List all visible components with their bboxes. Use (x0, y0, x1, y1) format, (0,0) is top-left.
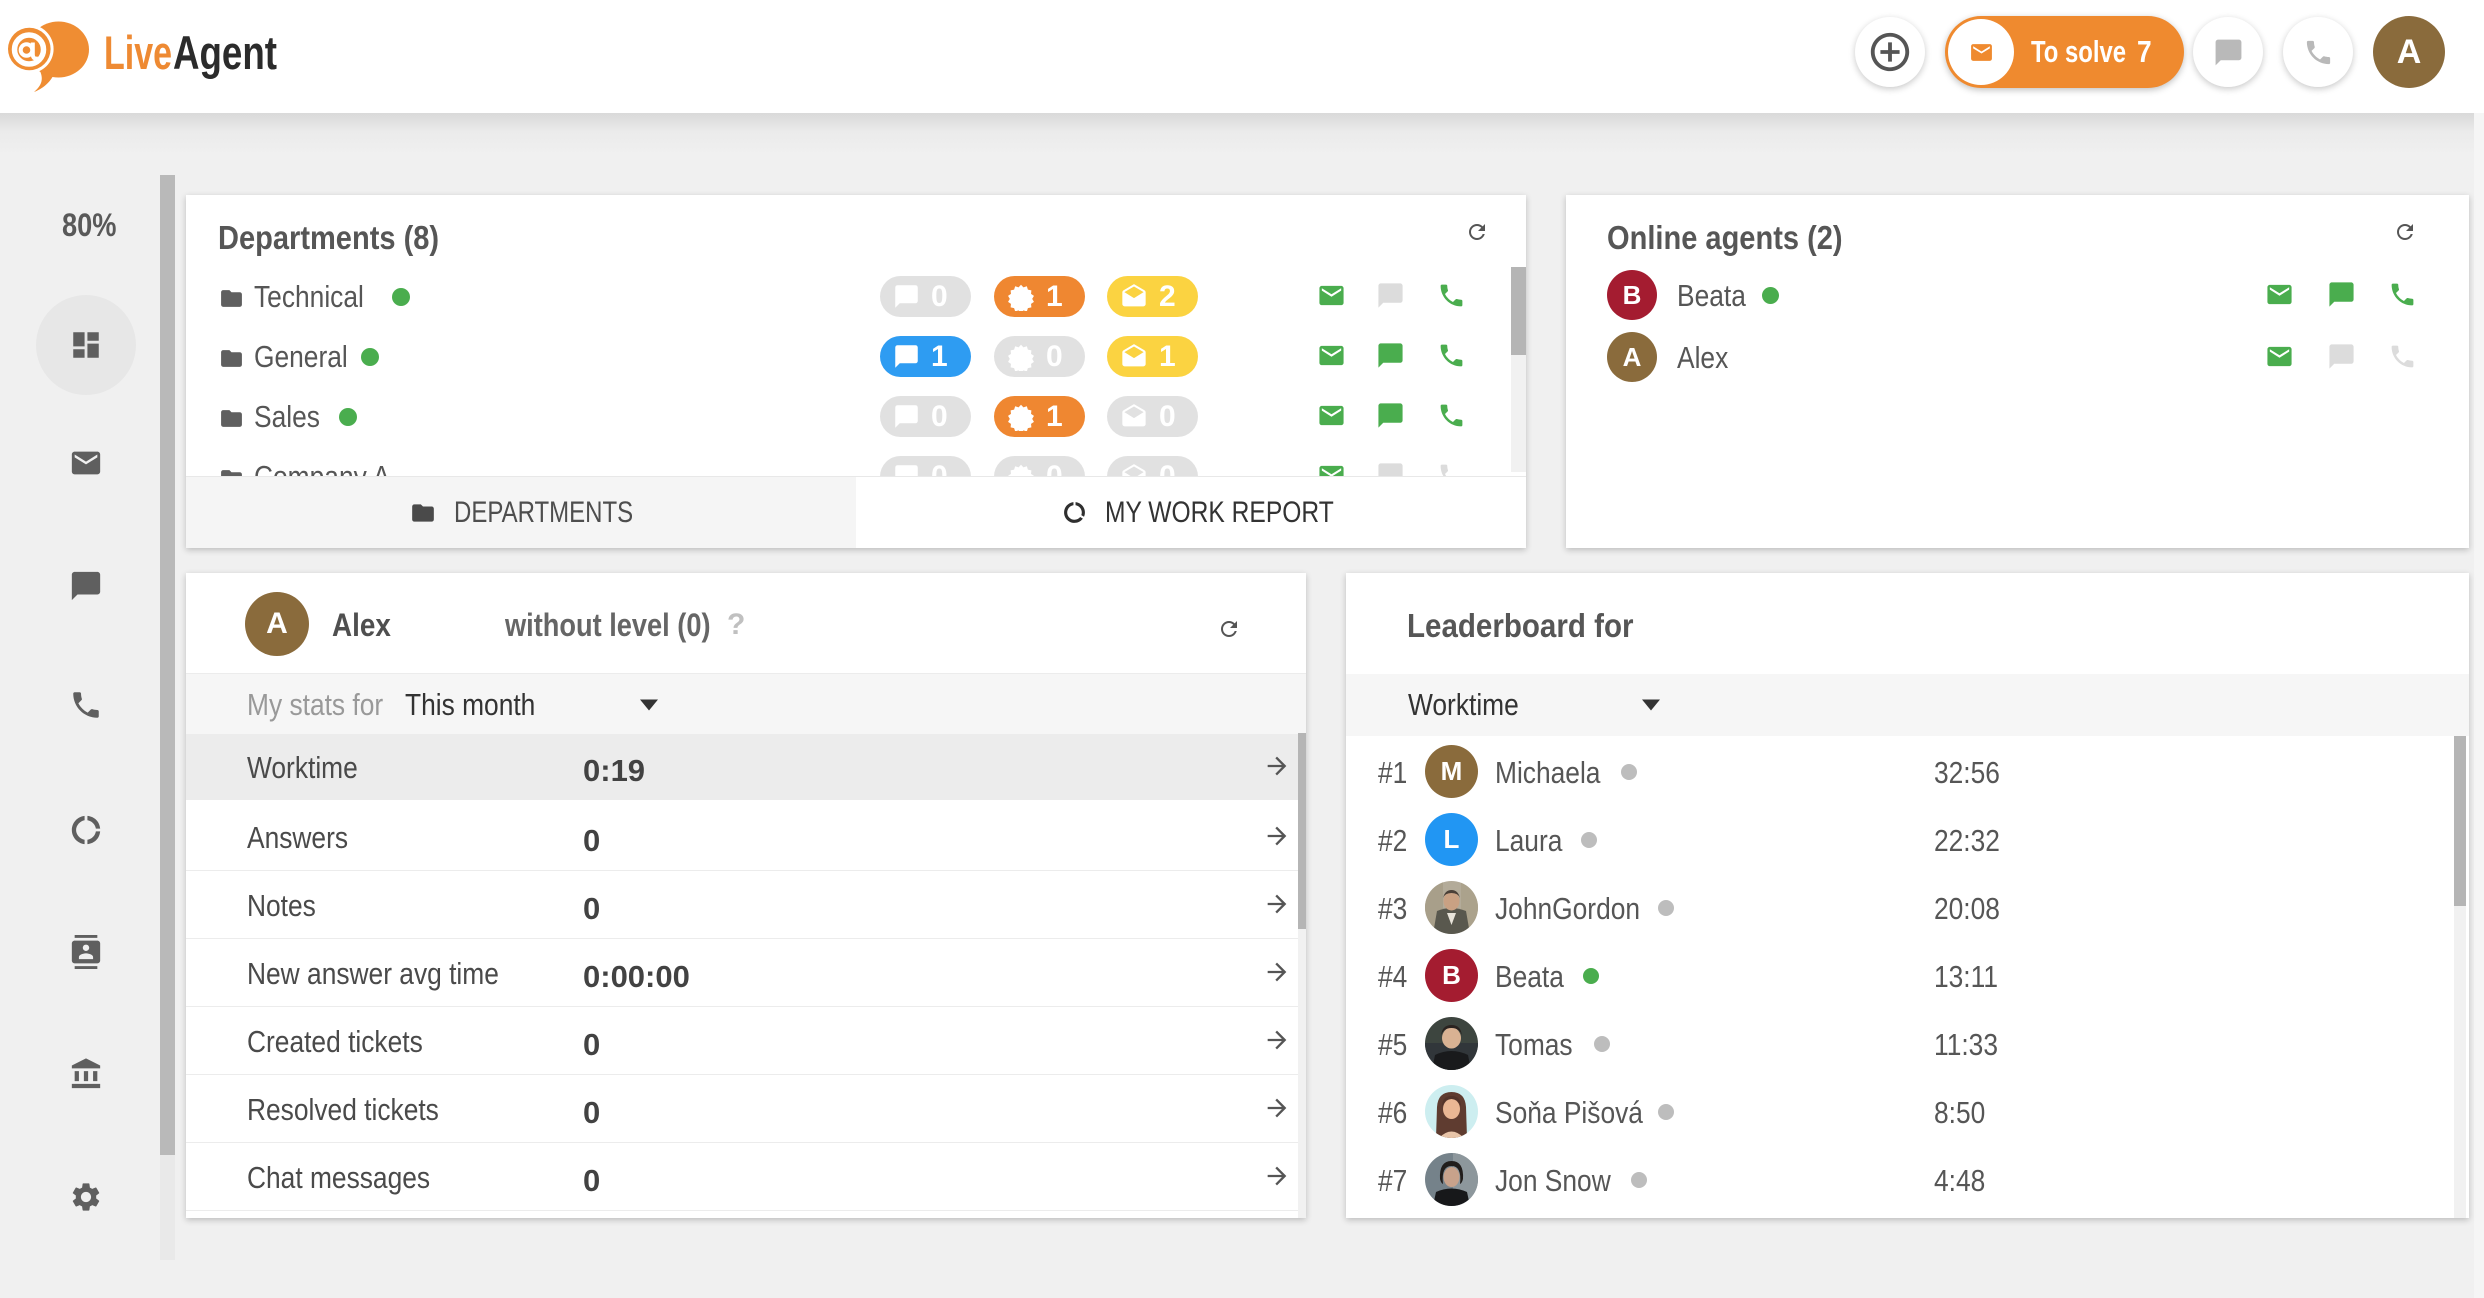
svg-text:Live: Live (104, 26, 172, 79)
svg-text:Agent: Agent (173, 26, 277, 79)
